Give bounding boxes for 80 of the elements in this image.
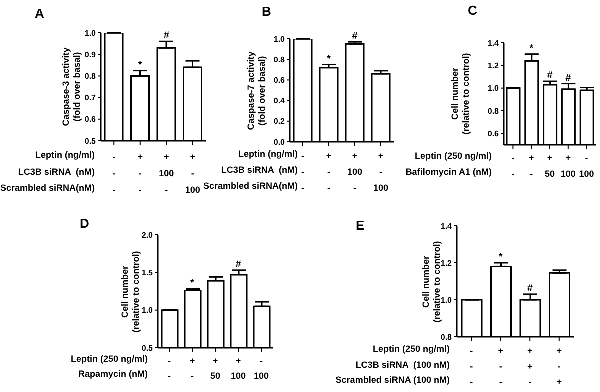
chart-title: E [356, 218, 365, 233]
text: Scrambled siRNA (100 nM) [336, 374, 450, 386]
x-tick-label: - - [512, 153, 515, 179]
x-tick-label: - - [168, 356, 171, 381]
y-tick-label: 0.8 [440, 332, 453, 342]
y-axis-title: Caspase-3 activity (fold over basal) [61, 48, 83, 126]
annotation: * [327, 54, 332, 65]
y-tick-label: 1.0 [488, 84, 500, 94]
annotation: # [566, 72, 572, 84]
chart-title: A [35, 6, 44, 21]
annotation: * [190, 278, 195, 290]
y-tick-label: 0.6 [488, 130, 500, 139]
y-tick-label: 0.5 [84, 136, 97, 146]
y-tick-label: 0.8 [274, 55, 286, 64]
text: Leptin (250 ng/ml) [414, 150, 492, 162]
y-tick-label: 2.0 [142, 230, 154, 240]
y-tick-label: 0.9 [84, 50, 97, 60]
text: Scrambled siRNA(nM) [203, 180, 298, 192]
text: Scrambled siRNA(nM) [0, 182, 95, 194]
x-tick-label: - - - [112, 152, 116, 195]
y-tick-label: 1.2 [440, 258, 453, 268]
x-tick-label: + 100 [560, 153, 576, 179]
y-tick-label: 0.6 [84, 115, 97, 124]
y-tick-label: 0.8 [84, 72, 97, 82]
y-axis-title: Caspase-7 activity (fold over basal) [246, 51, 268, 130]
x-tick-label: + - [528, 153, 534, 179]
x-tick-label: - - - [470, 346, 474, 387]
y-tick-label: 0.7 [84, 94, 97, 103]
x-tick-label: - 100 [254, 356, 270, 381]
text: LC3B siRNA (nM) [221, 164, 298, 176]
annotation: # [236, 259, 242, 270]
text: Leptin (ng/ml) [36, 149, 95, 161]
y-tick-label: 0.8 [488, 106, 500, 116]
text: LC3B siRNA (100 nM) [356, 358, 450, 370]
y-tick-label: 0.0 [274, 138, 286, 147]
x-tick-label: + 100 - [159, 152, 174, 195]
text: Leptin (250 ng/ml) [372, 343, 450, 355]
y-tick-label: 1.0 [84, 28, 97, 38]
y-tick-label: 0.4 [274, 96, 286, 106]
x-tick-label: + 100 [230, 356, 246, 381]
annotation: # [164, 30, 170, 42]
x-tick-label: - - - [302, 151, 304, 193]
x-tick-label: - 100 [579, 153, 594, 179]
text: Leptin (ng/ml) [238, 148, 298, 160]
y-tick-label: 1.4 [440, 222, 453, 231]
annotation: * [498, 252, 503, 263]
annotation: * [138, 60, 142, 71]
annotation: * [530, 43, 534, 54]
x-tick-label: + 50 [544, 153, 556, 179]
x-tick-label: + - 100 [373, 151, 389, 193]
text: Rapamycin (nM) [78, 368, 148, 380]
x-tick-label: + + - [527, 346, 533, 387]
y-tick-label: 1.4 [488, 38, 500, 48]
x-tick-label: + - - [138, 152, 144, 195]
y-tick-label: 0.6 [274, 76, 286, 86]
annotation: # [547, 70, 554, 82]
annotation: # [527, 283, 534, 294]
x-tick-label: + - - [326, 151, 332, 193]
x-tick-label: + 50 [210, 356, 221, 381]
y-tick-label: 1.2 [488, 62, 500, 71]
x-tick-label: + - [190, 356, 196, 381]
text: LC3B siRNA (nM) [18, 166, 95, 178]
y-axis-title: Cell number (relative to control) [120, 250, 142, 332]
y-tick-label: 1.0 [440, 296, 453, 305]
chart-title: C [468, 3, 478, 18]
x-tick-label: + 100 - [347, 151, 363, 193]
y-tick-label: 0.5 [142, 344, 154, 353]
text: Leptin (250 ng/ml) [70, 353, 148, 365]
y-tick-label: 0.2 [274, 117, 286, 126]
annotation: # [352, 31, 358, 42]
x-tick-label: + - 100 [185, 152, 200, 195]
x-tick-label: + - - [498, 346, 504, 387]
chart-title: D [80, 216, 90, 231]
x-tick-label: + - + [556, 346, 562, 387]
y-axis-title: Cell number (relative to control) [450, 53, 472, 135]
y-tick-label: 1.0 [142, 306, 154, 316]
chart-title: B [262, 4, 272, 19]
y-tick-label: 1.5 [142, 268, 154, 278]
y-tick-label: 1.0 [274, 34, 286, 44]
text: Bafilomycin A1 (nM) [406, 166, 492, 178]
